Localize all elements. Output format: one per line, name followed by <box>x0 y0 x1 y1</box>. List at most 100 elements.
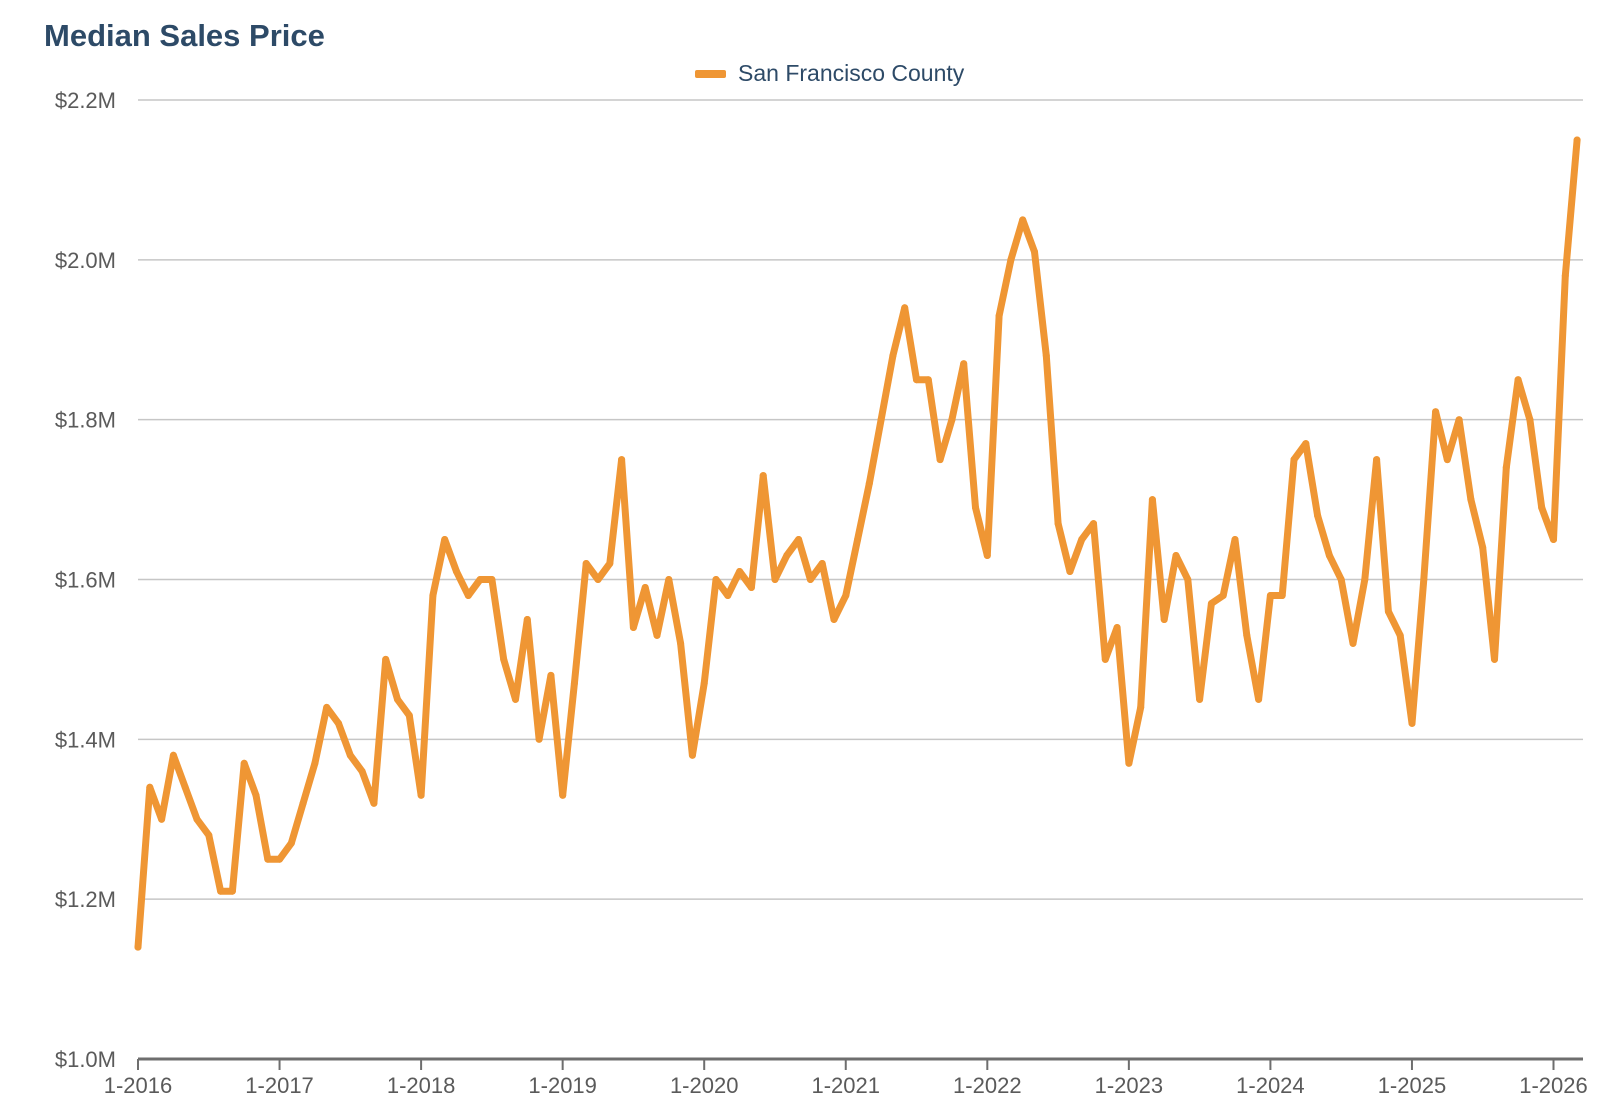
data-point <box>323 703 331 711</box>
data-point <box>1184 576 1192 583</box>
data-point <box>889 352 897 360</box>
data-point <box>1408 719 1416 727</box>
data-point <box>1561 272 1569 280</box>
data-point <box>1373 456 1381 464</box>
data-point <box>535 735 543 743</box>
data-point <box>1349 639 1357 647</box>
data-point <box>512 695 519 703</box>
gridlines <box>138 99 1583 900</box>
data-point <box>252 791 260 799</box>
data-point <box>724 592 732 599</box>
series-layer <box>134 136 1581 951</box>
data-point <box>960 360 968 368</box>
data-point <box>1467 496 1475 504</box>
x-tick-label: 1-2022 <box>953 1073 1022 1098</box>
data-point <box>806 576 814 583</box>
data-point <box>1113 624 1121 631</box>
data-point <box>205 831 213 839</box>
x-tick-label: 1-2023 <box>1095 1073 1164 1098</box>
data-point <box>158 815 166 823</box>
data-point <box>394 695 401 703</box>
data-point <box>936 456 944 464</box>
data-point <box>1231 536 1239 543</box>
data-point <box>1290 456 1298 464</box>
data-point <box>995 312 1003 320</box>
data-point <box>1514 376 1522 384</box>
legend-swatch <box>695 69 726 78</box>
data-point <box>559 791 567 799</box>
data-point <box>346 751 354 759</box>
data-point <box>1325 552 1333 559</box>
axes <box>137 1057 1583 1070</box>
data-point <box>1196 695 1204 703</box>
data-point <box>913 376 920 384</box>
y-tick-label: $2.2M <box>55 88 116 113</box>
data-point <box>1420 576 1428 583</box>
data-point <box>688 751 696 759</box>
data-point <box>264 855 272 863</box>
y-tick-label: $1.0M <box>55 1047 116 1072</box>
data-point <box>594 576 602 583</box>
x-tick-label: 1-2019 <box>528 1073 597 1098</box>
data-point <box>405 711 413 719</box>
x-tick-label: 1-2017 <box>245 1073 314 1098</box>
data-point <box>653 631 661 639</box>
data-point <box>476 576 484 583</box>
data-point <box>582 560 590 567</box>
data-point <box>1455 416 1463 424</box>
y-tick-label: $1.8M <box>55 408 116 433</box>
data-point <box>877 416 885 424</box>
data-point <box>1007 256 1015 264</box>
data-point <box>1137 703 1145 711</box>
data-point <box>1031 248 1038 256</box>
data-point <box>417 791 425 799</box>
data-point <box>1160 616 1168 623</box>
data-point <box>1255 695 1263 703</box>
data-point <box>1066 568 1074 575</box>
data-point <box>370 799 378 807</box>
y-tick-labels: $1.0M $1.2M $1.4M $1.6M $1.8M $2.0M $2.2M <box>55 88 116 1072</box>
data-point <box>146 783 154 791</box>
data-point <box>1078 536 1086 543</box>
data-point <box>759 472 767 480</box>
x-tick-label: 1-2021 <box>811 1073 880 1098</box>
x-tick-label: 1-2018 <box>387 1073 456 1098</box>
data-point <box>488 576 496 583</box>
data-point <box>1172 552 1180 559</box>
data-point <box>1432 408 1440 416</box>
data-point <box>382 655 390 663</box>
data-point <box>169 751 177 759</box>
data-point <box>1090 520 1097 528</box>
data-point <box>453 568 460 575</box>
data-point <box>1207 600 1215 607</box>
data-point <box>1396 631 1404 639</box>
data-point <box>1054 520 1062 528</box>
data-point <box>1314 512 1322 520</box>
data-point <box>287 839 295 847</box>
data-point <box>1101 655 1109 663</box>
data-point <box>276 855 284 863</box>
x-tick-label: 1-2020 <box>670 1073 739 1098</box>
data-point <box>1502 464 1510 472</box>
data-point <box>299 799 307 807</box>
data-point <box>736 568 744 575</box>
series-line-san-francisco-county <box>134 136 1581 951</box>
data-point <box>1479 544 1487 551</box>
x-tick-labels: 1-2016 1-2017 1-2018 1-2019 1-2020 1-2021 1-20… <box>104 1073 1588 1098</box>
data-point <box>677 639 685 647</box>
legend-label: San Francisco County <box>738 60 965 86</box>
data-point <box>1302 440 1310 448</box>
data-point <box>972 504 979 512</box>
data-point <box>901 304 909 312</box>
data-point <box>641 584 649 591</box>
data-point <box>1526 416 1534 424</box>
data-point <box>1550 536 1557 543</box>
data-point <box>1125 759 1133 767</box>
data-point <box>700 679 708 687</box>
data-point <box>854 536 862 543</box>
data-point <box>712 576 720 583</box>
data-point <box>1573 136 1581 144</box>
data-point <box>771 576 779 583</box>
data-point <box>335 719 342 727</box>
y-tick-label: $1.2M <box>55 887 116 912</box>
